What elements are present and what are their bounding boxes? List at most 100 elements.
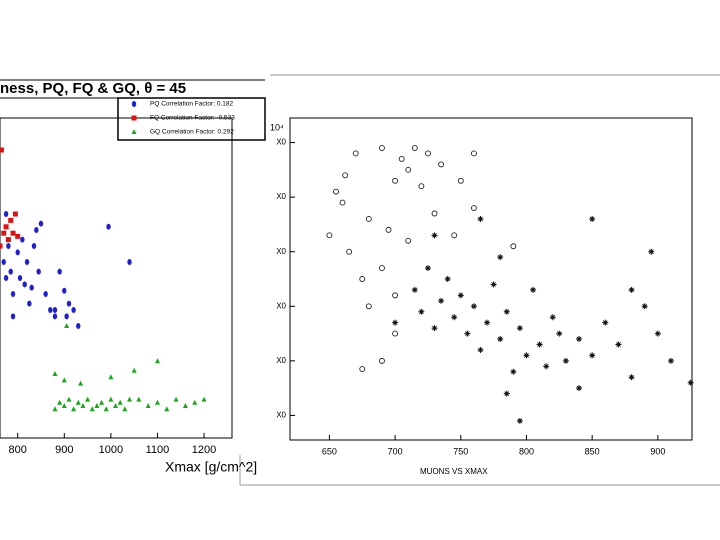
point [76,323,81,329]
point [431,325,438,332]
point [78,380,84,386]
point [99,399,105,405]
point [589,352,596,359]
point [71,406,77,412]
point [359,276,366,282]
point [3,224,9,230]
point [503,308,510,315]
point [497,336,504,343]
x-tick-label: 850 [585,446,600,456]
x-axis-label: MUONS VS XMAX [420,467,488,476]
legend-label: GQ Correlation Factor: 0.292 [150,129,234,136]
point [80,403,86,408]
point [510,243,517,250]
point [464,330,471,337]
point [516,417,523,424]
point [38,220,44,227]
point [346,248,353,255]
x-tick-label: 800 [519,446,534,456]
point [615,341,622,348]
point [379,145,385,151]
point [154,399,160,405]
point [57,399,63,405]
point [1,230,7,236]
point [444,276,451,282]
point [379,265,385,272]
point [94,403,100,408]
point [36,268,41,275]
point [530,286,537,293]
point [451,314,458,321]
point [497,254,504,261]
point [536,341,543,348]
y-tick-label: X0 [276,138,286,147]
point [6,243,11,249]
point [418,183,425,190]
point [457,292,464,299]
point [182,403,188,408]
point [106,223,111,230]
point [589,215,596,222]
point [52,307,58,313]
point [103,406,109,412]
point [201,396,207,402]
point [127,259,132,265]
point [3,211,9,217]
y-tick-label: X0 [276,192,286,201]
point [342,172,349,179]
point [136,396,142,402]
point [52,406,58,412]
point [66,300,72,307]
x-tick-label: 1200 [192,444,216,456]
point [424,150,431,157]
point [3,275,9,281]
point [628,286,635,293]
point [333,188,339,195]
y-exponent: 10⁴ [270,122,284,132]
point [490,281,497,288]
legend-label: FQ Correlation Factor: -0.533 [150,115,235,122]
point [20,236,25,243]
y-tick-label: X0 [276,356,286,365]
point [22,281,27,288]
point [365,303,372,310]
point [484,319,491,326]
point [108,396,114,402]
point [5,237,11,243]
point [392,292,399,299]
point [392,330,399,337]
point [549,314,556,321]
x-tick-label: 900 [55,444,73,456]
point [556,330,563,337]
point [64,313,69,320]
point [392,319,399,326]
point [503,390,510,397]
point [108,374,114,380]
point [10,230,16,236]
point [154,358,160,364]
point [24,259,30,265]
point [113,403,119,408]
point [576,336,583,343]
chart-title: ness, PQ, FQ & GQ, θ = 45 [0,80,186,97]
legend-label: PQ Correlation Factor: 0.182 [150,101,233,108]
point [424,265,431,272]
point [667,357,674,364]
point [57,268,62,275]
point [431,232,438,239]
point [61,377,67,383]
point [457,177,464,184]
x-tick-label: 650 [322,446,337,456]
point [52,313,58,320]
legend-marker [131,115,137,121]
point [27,300,32,307]
plot-frame [0,117,233,439]
point [687,379,694,386]
point [543,363,550,370]
point [365,216,372,222]
point [438,297,445,304]
point [411,145,418,151]
point [477,215,484,222]
point [31,243,37,249]
